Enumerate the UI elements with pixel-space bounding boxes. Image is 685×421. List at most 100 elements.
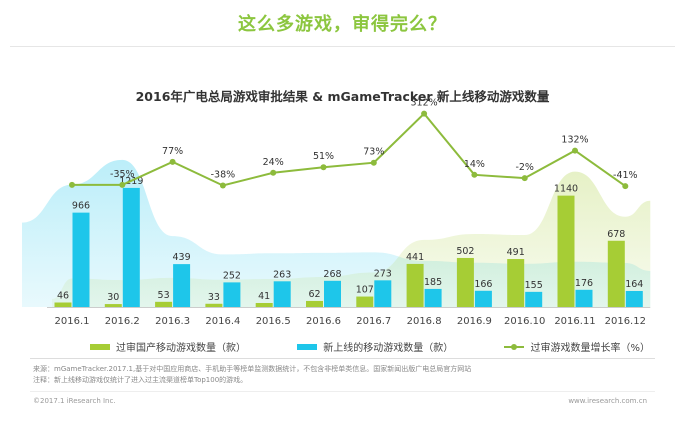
bar-new xyxy=(72,212,90,307)
bar-label-approved: 1140 xyxy=(554,184,578,195)
bar-new xyxy=(625,290,643,307)
remark-note: 注释：新上线移动游戏仅统计了进入过主流渠道榜单Top100的游戏。 xyxy=(33,376,248,384)
bar-label-new: 176 xyxy=(575,278,593,289)
bar-new xyxy=(474,290,492,307)
bar-label-approved: 491 xyxy=(507,247,525,258)
legend-item-approved: 过审国产移动游戏数量（款） xyxy=(90,339,246,354)
bar-approved xyxy=(104,304,122,307)
bar-new xyxy=(374,280,392,307)
x-tick-label: 2016.12 xyxy=(605,316,646,327)
growth-line xyxy=(72,112,626,187)
bar-label-new: 966 xyxy=(72,201,90,212)
x-tick-label: 2016.8 xyxy=(407,316,442,327)
bar-approved xyxy=(456,257,474,307)
bar-new xyxy=(122,187,140,307)
growth-point xyxy=(471,171,478,178)
legend-item-new: 新上线的移动游戏数量（款） xyxy=(297,339,453,354)
bar-label-approved: 502 xyxy=(456,246,474,257)
growth-label: -2% xyxy=(515,162,534,173)
bar-label-new: 273 xyxy=(374,268,392,279)
bar-approved xyxy=(507,259,525,307)
bar-new xyxy=(173,264,191,307)
x-tick-label: 2016.1 xyxy=(55,316,90,327)
bar-label-new: 164 xyxy=(625,279,643,290)
bar-label-approved: 41 xyxy=(258,291,270,302)
growth-point xyxy=(169,158,176,165)
bar-label-approved: 107 xyxy=(356,285,374,296)
top-divider xyxy=(10,46,675,47)
x-tick-label: 2016.3 xyxy=(155,316,190,327)
growth-label: 77% xyxy=(162,146,183,157)
chart-legend: 过审国产移动游戏数量（款） 新上线的移动游戏数量（款） 过审游戏数量增长率（%） xyxy=(90,339,650,354)
legend-swatch-approved xyxy=(90,343,110,350)
growth-label: 132% xyxy=(561,135,588,146)
bar-label-approved: 62 xyxy=(308,289,320,300)
bar-approved xyxy=(54,302,72,307)
x-tick-label: 2016.2 xyxy=(105,316,140,327)
bar-label-new: 252 xyxy=(223,270,241,281)
area-approved-games xyxy=(52,171,651,307)
bar-approved xyxy=(406,263,424,307)
bar-label-approved: 678 xyxy=(607,229,625,240)
bar-label-approved: 53 xyxy=(158,290,170,301)
bar-new xyxy=(223,282,241,307)
growth-point xyxy=(119,181,126,188)
bar-label-new: 263 xyxy=(273,269,291,280)
site-url: www.iresearch.com.cn xyxy=(568,397,647,405)
bar-label-new: 155 xyxy=(525,280,543,291)
x-tick-label: 2016.4 xyxy=(205,316,240,327)
bar-approved xyxy=(155,301,173,307)
chart-title: 2016年广电总局游戏审批结果 & mGameTracker 新上线移动游戏数量 xyxy=(135,89,550,104)
legend-label-approved: 过审国产移动游戏数量（款） xyxy=(116,343,246,354)
bar-new xyxy=(525,291,543,307)
headline: 这么多游戏，审得完么？ xyxy=(238,14,447,35)
bar-label-new: 268 xyxy=(323,269,341,280)
bar-label-approved: 33 xyxy=(208,292,220,303)
bar-label-approved: 441 xyxy=(406,252,424,263)
growth-point xyxy=(270,169,277,176)
growth-label: 14% xyxy=(464,159,485,170)
x-tick-label: 2016.5 xyxy=(256,316,291,327)
bar-new xyxy=(273,281,291,307)
legend-swatch-growth xyxy=(504,343,525,350)
bar-new xyxy=(424,288,442,307)
x-tick-label: 2016.9 xyxy=(457,316,492,327)
legend-label-growth: 过审游戏数量增长率（%） xyxy=(530,343,650,354)
x-tick-label: 2016.6 xyxy=(306,316,341,327)
growth-label: -38% xyxy=(211,169,236,180)
bar-approved xyxy=(356,296,374,307)
growth-label: -41% xyxy=(613,170,638,181)
bar-approved xyxy=(557,195,575,307)
growth-point xyxy=(320,164,327,171)
bar-label-approved: 30 xyxy=(107,292,119,303)
bar-new xyxy=(575,289,593,307)
footer-divider xyxy=(30,358,655,359)
growth-point xyxy=(572,147,578,154)
growth-point xyxy=(69,181,75,188)
source-note: 来源：mGameTracker.2017.1,基于对中国应用商店、手机助手等榜单… xyxy=(33,365,472,373)
growth-label: 51% xyxy=(313,151,334,162)
growth-point xyxy=(219,182,226,189)
bar-approved xyxy=(255,302,273,307)
bar-label-new: 439 xyxy=(173,252,191,263)
legend-item-growth: 过审游戏数量增长率（%） xyxy=(504,339,650,354)
footer-divider-bottom xyxy=(30,391,655,392)
x-tick-label: 2016.10 xyxy=(504,316,545,327)
copyright-text: ©2017.1 iResearch Inc. xyxy=(33,397,116,405)
growth-point xyxy=(521,175,528,182)
legend-swatch-new xyxy=(297,343,318,350)
bar-approved xyxy=(205,303,223,307)
x-tick-label: 2016.7 xyxy=(356,316,391,327)
growth-label: 312% xyxy=(411,98,438,109)
bar-label-new: 166 xyxy=(474,279,492,290)
bar-approved xyxy=(306,300,323,307)
growth-label: -35% xyxy=(110,169,135,180)
growth-label: 24% xyxy=(263,157,284,168)
growth-point xyxy=(370,159,377,166)
growth-point xyxy=(622,183,629,190)
legend-label-new: 新上线的移动游戏数量（款） xyxy=(323,343,454,354)
growth-label: 73% xyxy=(363,147,384,158)
growth-point xyxy=(421,110,428,117)
bar-new xyxy=(324,280,341,307)
